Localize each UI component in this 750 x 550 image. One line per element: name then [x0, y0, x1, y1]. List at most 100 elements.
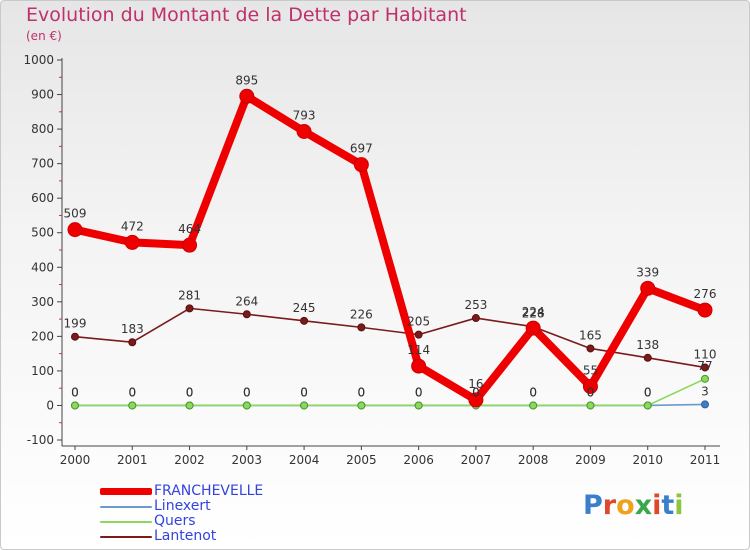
data-label-quers: 0: [71, 385, 79, 399]
x-tick-label: 2005: [346, 453, 377, 467]
data-label-linexert: 0: [128, 385, 136, 399]
legend-label-quers: Quers: [154, 513, 196, 529]
x-tick-label: 2003: [232, 453, 263, 467]
x-tick-label: 2001: [117, 453, 148, 467]
x-tick-label: 2008: [518, 453, 549, 467]
data-label-quers: 0: [587, 385, 595, 399]
data-point-franchevelle: [525, 320, 541, 336]
chart-subtitle: (en €): [26, 29, 62, 43]
x-tick-label: 2006: [403, 453, 434, 467]
series-line-lantenot: [74, 307, 706, 369]
data-label-quers: 0: [128, 385, 136, 399]
data-point-linexert: [701, 400, 709, 409]
legend-label-franchevelle: FRANCHEVELLE: [154, 483, 264, 499]
data-point-franchevelle: [124, 234, 140, 250]
data-point-quers: [185, 401, 194, 410]
data-point-franchevelle: [468, 392, 484, 408]
data-label-linexert: 0: [529, 385, 537, 399]
data-label-franchevelle: 339: [636, 265, 659, 279]
logo-letter-i2: i: [674, 490, 684, 521]
series-lines: [71, 92, 709, 407]
data-label-quers: 0: [472, 385, 480, 399]
data-point-franchevelle: [411, 358, 427, 374]
data-label-franchevelle: 16: [468, 377, 483, 391]
data-point-quers: [128, 401, 137, 410]
legend-swatch-lantenot: [100, 536, 152, 538]
y-tick-label: 400: [31, 260, 54, 274]
y-tick-label: 500: [31, 226, 54, 240]
data-label-quers: 0: [644, 385, 652, 399]
data-point-lantenot: [357, 323, 366, 332]
y-tick-label: 100: [31, 364, 54, 378]
data-point-lantenot: [185, 304, 194, 313]
data-label-lantenot: 253: [464, 298, 487, 312]
data-point-franchevelle: [353, 157, 369, 173]
logo-letter-o: o: [616, 490, 635, 521]
y-tick-label: 0: [46, 398, 54, 412]
data-label-quers: 0: [415, 385, 423, 399]
x-tick-label: 2000: [60, 453, 91, 467]
legend-swatch-franchevelle: [100, 488, 152, 495]
logo-letter-r: r: [602, 490, 617, 521]
data-point-quers: [529, 401, 538, 410]
data-label-lantenot: 110: [694, 347, 717, 361]
y-tick-label: 700: [31, 157, 54, 171]
data-point-franchevelle: [182, 237, 198, 253]
data-label-quers: 0: [243, 385, 251, 399]
x-tick-label: 2002: [174, 453, 205, 467]
series-line-franchevelle: [71, 92, 709, 404]
data-label-linexert: 0: [243, 385, 251, 399]
data-label-lantenot: 228: [522, 307, 545, 321]
proxiti-logo[interactable]: Proxiti: [583, 490, 684, 521]
data-point-lantenot: [300, 316, 309, 325]
data-label-lantenot: 264: [235, 294, 258, 308]
data-label-lantenot: 138: [636, 338, 659, 352]
data-label-linexert: 0: [358, 385, 366, 399]
logo-letter-x: x: [634, 490, 653, 521]
y-tick-label: 200: [31, 329, 54, 343]
data-label-lantenot: 199: [64, 317, 87, 331]
series-labels: 199 183 281 264 245 226 205 253 228 165 138 110 0 0 0 0…: [64, 73, 717, 399]
data-label-lantenot: 245: [293, 301, 316, 315]
data-point-lantenot: [471, 314, 480, 323]
data-point-franchevelle: [67, 222, 83, 238]
x-tick-label: 2010: [632, 453, 663, 467]
series-line-quers: [74, 378, 706, 407]
data-point-franchevelle: [640, 280, 656, 296]
data-label-linexert: 0: [472, 385, 480, 399]
data-point-franchevelle: [697, 302, 713, 318]
data-point-lantenot: [414, 330, 423, 339]
data-point-quers: [71, 401, 79, 410]
data-label-franchevelle: 114: [407, 343, 430, 357]
x-tick-label: 2004: [289, 453, 320, 467]
data-label-franchevelle: 472: [121, 219, 144, 233]
data-label-lantenot: 183: [121, 322, 144, 336]
data-point-lantenot: [643, 353, 652, 362]
data-label-lantenot: 281: [178, 288, 201, 302]
chart-axes: -100010020030040050060070080090010002000…: [23, 53, 720, 467]
data-label-lantenot: 205: [407, 315, 430, 329]
x-tick-label: 2011: [690, 453, 721, 467]
data-point-lantenot: [71, 332, 79, 341]
legend-label-lantenot: Lantenot: [154, 528, 217, 544]
y-tick-label: 600: [31, 191, 54, 205]
logo-letter-i: i: [652, 490, 662, 521]
data-point-lantenot: [586, 344, 595, 353]
logo-letter-t: t: [661, 490, 675, 521]
data-label-franchevelle: 55: [583, 363, 598, 377]
data-point-lantenot: [242, 310, 251, 319]
chart-title: Evolution du Montant de la Dette par Hab…: [26, 4, 467, 26]
data-point-franchevelle: [296, 124, 312, 140]
y-tick-label: 900: [31, 88, 54, 102]
data-label-linexert: 0: [587, 385, 595, 399]
data-label-quers: 0: [300, 385, 308, 399]
data-label-quers: 77: [697, 359, 712, 373]
data-label-franchevelle: 464: [178, 222, 201, 236]
logo-letter-p: P: [583, 490, 603, 521]
data-label-franchevelle: 793: [293, 109, 316, 123]
y-tick-label: -100: [27, 433, 54, 447]
data-point-quers: [242, 401, 251, 410]
data-point-quers: [357, 401, 366, 410]
data-point-franchevelle: [582, 378, 598, 394]
y-tick-label: 300: [31, 295, 54, 309]
